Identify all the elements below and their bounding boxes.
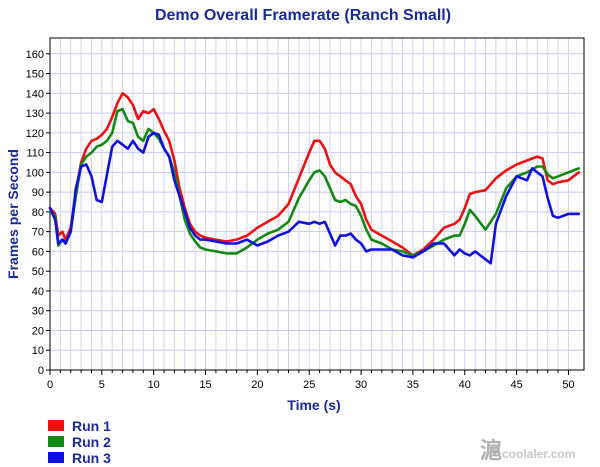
legend-label-run-1: Run 1: [72, 418, 111, 434]
y-tick-label: 0: [38, 365, 44, 377]
legend-swatch-run-1: [48, 420, 64, 431]
x-tick-label: 35: [407, 379, 419, 391]
y-tick-label: 120: [26, 128, 44, 140]
x-tick-label: 50: [562, 379, 574, 391]
y-tick-label: 110: [26, 148, 44, 160]
x-tick-label: 5: [99, 379, 105, 391]
chart-title: Demo Overall Framerate (Ranch Small): [155, 7, 451, 24]
watermark-glyph: 滬: [480, 438, 502, 463]
series-line-run-2: [48, 107, 581, 257]
y-tick-label: 70: [32, 227, 44, 239]
x-axis-label: Time (s): [287, 397, 340, 413]
y-ticks: 0 10 20 30 40 50 60 70 80 90 100 110 120 130 140 150 160: [26, 49, 50, 377]
x-tick-label: 30: [355, 379, 367, 391]
legend-swatch-run-2: [48, 436, 64, 447]
y-tick-label: 60: [32, 246, 44, 258]
legend-label-run-3: Run 3: [72, 450, 111, 466]
y-tick-label: 130: [26, 108, 44, 120]
y-tick-label: 150: [26, 69, 44, 81]
y-tick-label: 30: [32, 306, 44, 318]
x-ticks: 0 5 10 15 20 25 30 35 40 45 50: [47, 370, 575, 391]
y-tick-label: 80: [32, 207, 44, 219]
x-tick-label: 20: [251, 379, 263, 391]
y-tick-label: 50: [32, 266, 44, 278]
legend-label-run-2: Run 2: [72, 434, 111, 450]
y-tick-label: 40: [32, 286, 44, 298]
y-tick-label: 140: [26, 88, 44, 100]
y-tick-label: 90: [32, 187, 44, 199]
y-tick-label: 160: [26, 49, 44, 61]
legend-swatch-run-3: [48, 452, 64, 463]
y-axis-label: Frames per Second: [5, 149, 21, 279]
y-tick-label: 10: [32, 345, 44, 357]
gridlines: [49, 38, 584, 371]
x-tick-label: 10: [148, 379, 160, 391]
x-tick-label: 40: [459, 379, 471, 391]
x-tick-label: 15: [199, 379, 211, 391]
x-tick-label: 0: [47, 379, 53, 391]
watermark-text: coolaler.com: [502, 447, 575, 461]
watermark: 滬 coolaler.com: [480, 438, 575, 463]
x-tick-label: 25: [303, 379, 315, 391]
y-tick-label: 100: [26, 167, 44, 179]
series-lines: [48, 92, 581, 265]
series-line-run-1: [48, 92, 581, 257]
y-tick-label: 20: [32, 325, 44, 337]
series-line-run-3: [48, 131, 581, 265]
plot-frame: [49, 37, 585, 371]
x-tick-label: 45: [510, 379, 522, 391]
